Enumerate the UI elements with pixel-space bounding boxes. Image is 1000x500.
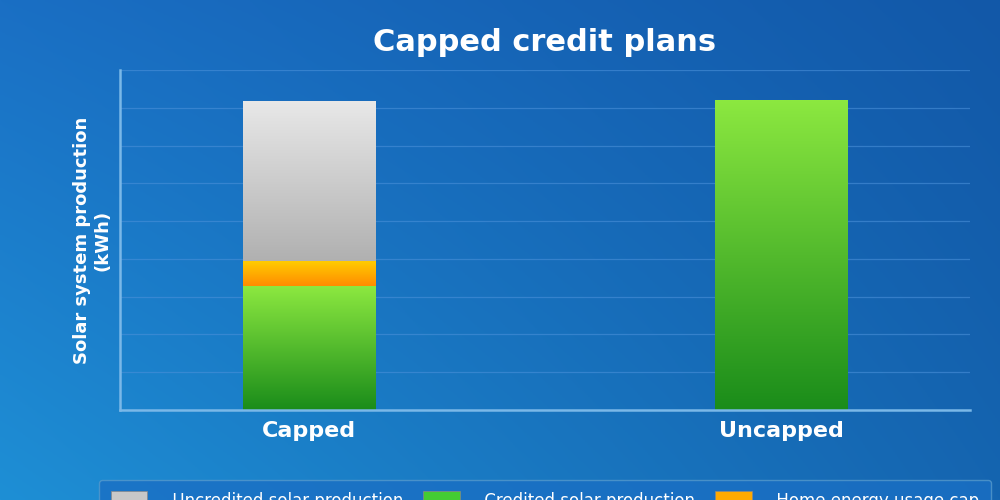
Title: Capped credit plans: Capped credit plans [373,28,717,56]
Y-axis label: Solar system production
(kWh): Solar system production (kWh) [73,116,112,364]
Legend:  - Uncredited solar production,  - Credited solar production,  - Home energy usa: - Uncredited solar production, - Credite… [99,480,991,500]
